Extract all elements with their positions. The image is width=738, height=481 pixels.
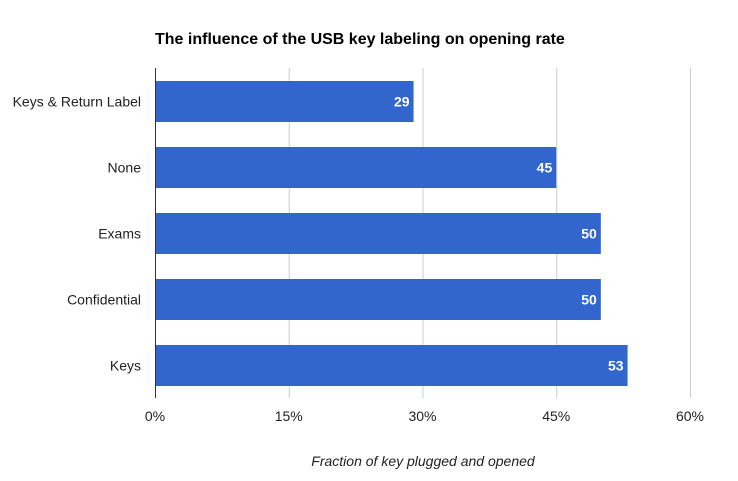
category-label: Keys	[110, 358, 141, 374]
category-label: Exams	[98, 226, 141, 242]
x-tick-label: 15%	[275, 408, 303, 424]
x-tick-label: 30%	[408, 408, 436, 424]
bar-value-label: 29	[394, 94, 410, 110]
x-tick-label: 0%	[145, 408, 165, 424]
x-tick-labels: 0% 15% 30% 45% 60%	[145, 408, 704, 424]
category-labels: Keys & Return Label None Exams Confidential…	[13, 94, 142, 374]
bar	[155, 147, 557, 188]
bar-value-label: 50	[581, 292, 597, 308]
category-label: None	[108, 160, 142, 176]
bar-value-label: 45	[537, 160, 553, 176]
chart-title: The influence of the USB key labeling on…	[155, 31, 565, 48]
x-tick-label: 45%	[542, 408, 570, 424]
bar-value-label: 50	[581, 226, 597, 242]
bar	[155, 213, 601, 254]
category-label: Confidential	[67, 292, 141, 308]
bar	[155, 81, 414, 122]
bar	[155, 279, 601, 320]
x-tick-label: 60%	[676, 408, 704, 424]
bars: 29 45 50 50 53	[155, 81, 628, 386]
category-label: Keys & Return Label	[13, 94, 141, 110]
bar-value-label: 53	[608, 358, 624, 374]
x-axis-title: Fraction of key plugged and opened	[311, 453, 536, 469]
bar	[155, 345, 628, 386]
